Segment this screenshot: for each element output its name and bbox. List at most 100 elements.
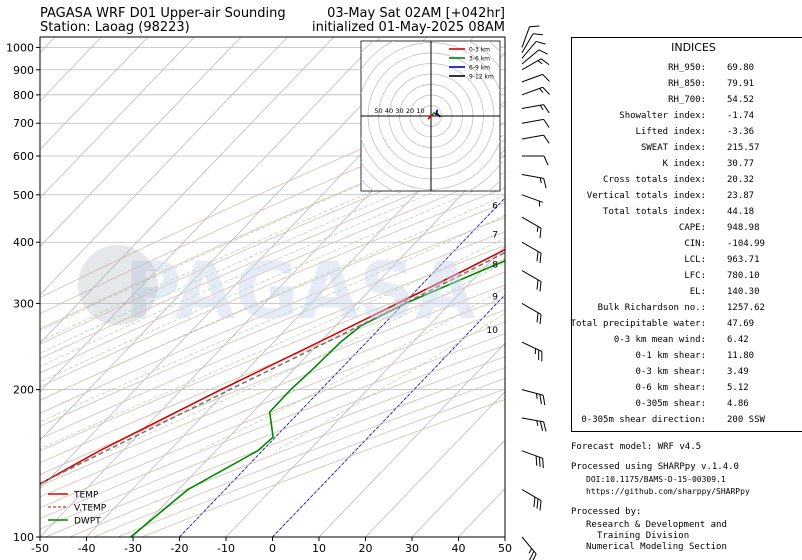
- wind-barb-staff: [521, 26, 530, 48]
- wind-barb-flag: [532, 33, 543, 36]
- height-label: 8: [492, 261, 498, 271]
- index-row: CAPE: 948.98: [572, 223, 802, 237]
- height-label: 9: [492, 292, 498, 302]
- hodograph-area: 50 40 30 20 10: [361, 41, 500, 191]
- wind-barb-flag: [539, 253, 542, 264]
- model-note: Forecast model: WRF v4.5: [571, 442, 702, 452]
- wind-barb-half: [534, 348, 537, 354]
- series-dwpt-line: [130, 260, 505, 537]
- init-time: initialized 01-May-2025 08AM: [311, 20, 505, 35]
- y-tick-label: 400: [13, 236, 34, 249]
- dry-adiabat: [40, 171, 505, 374]
- isotherm: [40, 37, 428, 441]
- index-value: 948.98: [727, 223, 760, 233]
- index-label: Cross totals index:: [603, 175, 706, 185]
- wind-barb: [521, 389, 546, 406]
- index-row: K index: 30.77: [572, 159, 802, 173]
- index-value: -1.74: [727, 111, 755, 121]
- x-tick-label: 0: [269, 542, 276, 555]
- wind-barb: [521, 270, 542, 292]
- height-label: 7: [492, 230, 498, 240]
- wind-barb-flag: [543, 119, 550, 128]
- dry-adiabat: [40, 187, 505, 388]
- series-vtemp-line: [520, 47, 560, 242]
- isotherm: [318, 342, 505, 537]
- index-row: LCL: 963.71: [572, 255, 802, 269]
- index-row: Showalter index: -1.74: [572, 111, 802, 125]
- index-label: Vertical totals index:: [586, 191, 706, 201]
- index-label: Showalter index:: [619, 111, 706, 121]
- index-value: 215.57: [727, 143, 760, 153]
- index-label: Total totals index:: [603, 207, 706, 217]
- index-value: 140.30: [727, 287, 760, 297]
- freezing-isotherm: [179, 197, 505, 537]
- wind-barb: [521, 104, 550, 114]
- hodograph-ring-label: 40: [385, 107, 393, 115]
- hodograph-legend-label: 0-3 km: [469, 47, 490, 54]
- wind-barb-staff: [521, 41, 537, 59]
- index-value: 23.87: [727, 191, 755, 201]
- height-label: 6: [492, 202, 498, 212]
- wind-barb: [521, 33, 543, 54]
- wind-barb: [521, 194, 543, 207]
- y-tick-label: 300: [13, 297, 34, 310]
- index-value: 200 SSW: [727, 415, 765, 425]
- index-row: EL: 140.30: [572, 287, 802, 301]
- doi-note: DOI:10.1175/BAMS-D-15-00309.1: [586, 475, 726, 484]
- hodograph-legend-label: 6-9 km: [469, 65, 490, 72]
- wind-barb-flag: [536, 312, 539, 323]
- wind-barb-flag: [539, 228, 542, 239]
- index-value: -104.99: [727, 239, 765, 249]
- isotherm: [365, 391, 505, 537]
- wind-barb: [521, 134, 550, 144]
- index-row: RH_950: 69.80: [572, 63, 802, 77]
- legend-label: V.TEMP: [74, 504, 107, 514]
- y-tick-label: 800: [13, 89, 34, 102]
- hodograph-trace: [427, 113, 434, 120]
- wind-barb-flag: [539, 314, 542, 325]
- processing-note: Processed using SHARPpy v.1.4.0: [571, 462, 739, 472]
- index-row: 0-305m shear: 4.86: [572, 399, 802, 413]
- wind-barb-flag: [533, 497, 536, 507]
- legend-label: DWPT: [74, 517, 101, 527]
- wind-barb-flag: [538, 49, 548, 55]
- wind-barb-staff: [521, 341, 543, 352]
- wind-barb-staff: [521, 49, 540, 65]
- legend: TEMP V.TEMP DWPT: [48, 491, 107, 527]
- index-row: LFC: 780.10: [572, 271, 802, 285]
- y-tick-label: 200: [13, 384, 34, 397]
- y-tick-label: 500: [13, 189, 34, 202]
- x-tick-label: 20: [359, 542, 373, 555]
- hodograph-legend-label: 9-12 km: [469, 74, 494, 81]
- wind-barb-flag: [539, 500, 542, 511]
- wind-barb-flag: [542, 86, 550, 95]
- wind-barb-staff: [521, 241, 542, 254]
- index-value: 11.80: [727, 351, 755, 361]
- isotherm: [40, 37, 242, 247]
- isotherm: [40, 37, 195, 199]
- wind-barb: [521, 73, 550, 83]
- isotherm: [411, 439, 505, 537]
- index-value: 5.12: [727, 383, 749, 393]
- isotherm: [504, 536, 505, 537]
- index-value: 963.71: [727, 255, 760, 265]
- wind-barb-staff: [521, 450, 543, 459]
- index-label: LFC:: [684, 271, 706, 281]
- wind-barb-half: [539, 177, 542, 184]
- index-value: 4.86: [727, 399, 749, 409]
- org-line-2: Training Division: [597, 531, 690, 541]
- moist-adiabat: [40, 161, 505, 367]
- index-label: 0-3 km shear:: [635, 367, 706, 377]
- wind-barb-staff: [521, 33, 534, 54]
- dry-adiabat: [40, 202, 505, 401]
- wind-barb-staff: [521, 118, 544, 124]
- moist-adiabat: [110, 262, 505, 452]
- isotherm: [132, 148, 505, 537]
- index-value: 44.18: [727, 207, 755, 217]
- wind-barb-half: [539, 88, 544, 93]
- dry-adiabat: [40, 284, 505, 475]
- wind-barb-flag: [543, 421, 547, 432]
- wind-barb: [521, 86, 550, 96]
- dry-adiabat: [40, 217, 505, 414]
- wind-barb: [521, 489, 542, 511]
